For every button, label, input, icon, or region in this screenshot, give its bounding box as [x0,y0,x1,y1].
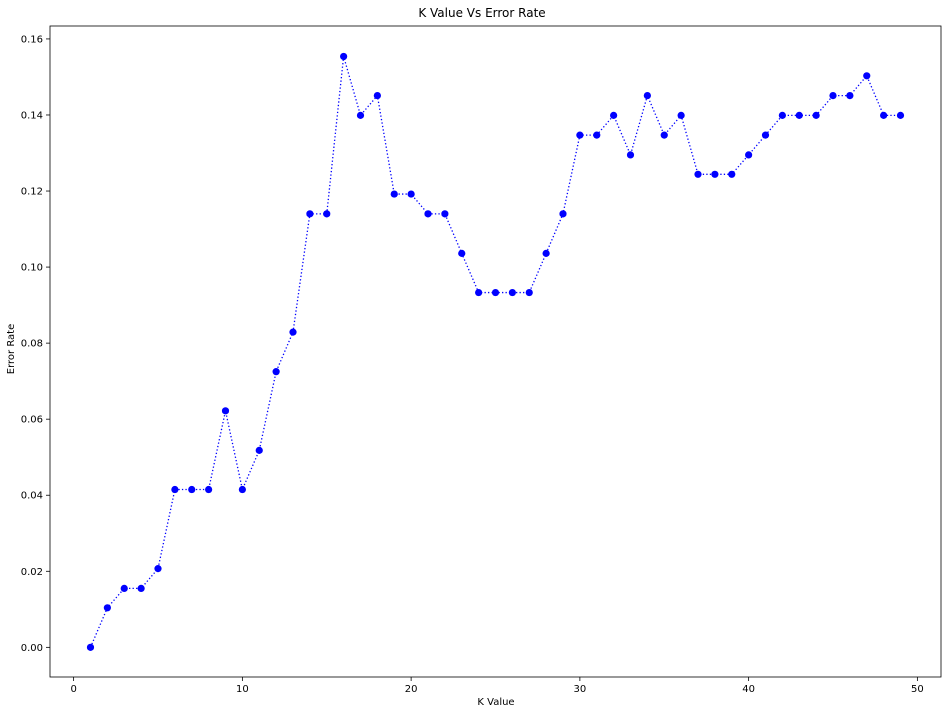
data-point [863,72,871,80]
data-point [626,151,635,159]
data-point [593,131,601,139]
x-tick-label: 20 [405,684,418,695]
x-tick-label: 50 [911,684,924,695]
y-tick-label: 0.10 [21,263,43,274]
data-point [171,485,179,494]
ticks: 0 10 20 30 40 50 0.00 0.02 0.04 0.06 0.08 0.10 0.12 0… [21,34,924,695]
data-point [188,485,196,494]
data-point [896,111,905,119]
data-point [576,131,584,139]
y-tick-label: 0.08 [21,339,43,350]
plot-frame [49,25,942,678]
data-point [424,210,432,218]
data-point [340,52,348,61]
y-tick-label: 0.00 [21,643,43,654]
x-tick-label: 0 [70,684,76,695]
y-tick-label: 0.14 [21,110,43,121]
data-point [441,210,449,218]
data-point [272,368,280,376]
y-tick-label: 0.04 [21,491,43,502]
data-point [306,210,314,218]
data-point [795,111,803,119]
x-tick-label: 40 [742,684,755,695]
y-tick-label: 0.12 [21,187,43,198]
data-point [525,288,533,297]
data-point [205,485,213,494]
data-point [745,151,753,159]
y-tick-label: 0.02 [21,567,43,578]
data-point [458,249,466,257]
data-point [508,288,516,297]
data-point [86,643,95,651]
data-point [829,91,837,100]
data-point [221,407,230,415]
data-point [728,170,736,178]
data-point [643,91,651,100]
data-point [542,249,550,257]
x-tick-label: 10 [236,684,249,695]
data-point [761,131,770,139]
data-point [846,91,854,100]
data-point [255,446,263,454]
data-point [559,210,567,218]
data-point [610,111,618,119]
data-point [711,170,719,178]
data-point [812,111,820,119]
data-point [407,190,415,198]
data-point [778,111,786,119]
data-point [137,584,145,593]
data-point [880,111,888,119]
data-point [373,91,381,100]
chart-title: K Value Vs Error Rate [418,6,545,20]
x-axis-label: K Value [477,697,514,708]
data-point [120,584,128,593]
data-point [491,288,500,297]
y-tick-label: 0.06 [21,415,43,426]
y-axis-label: Error Rate [6,324,17,374]
data-point [390,190,398,198]
data-point [356,111,365,119]
data-point [660,131,668,139]
data-point [289,328,297,336]
y-tick-label: 0.16 [21,34,43,45]
data-point [238,485,246,494]
data-point [475,288,483,297]
data-point [323,210,331,218]
data-series [86,52,905,651]
data-point [677,111,685,119]
data-point [154,565,162,573]
data-point [103,604,111,612]
x-tick-label: 30 [574,684,587,695]
data-point [694,170,702,178]
